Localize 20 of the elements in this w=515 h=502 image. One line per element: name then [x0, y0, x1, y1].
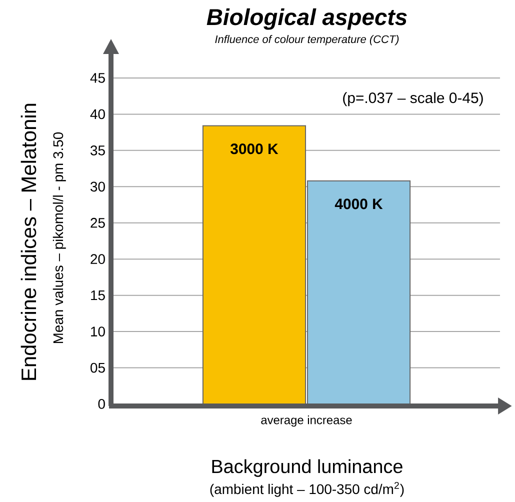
y-tick-label: 40	[90, 109, 105, 120]
x-tick-label: average increase	[261, 415, 352, 427]
y-tick-label: 30	[90, 182, 105, 192]
series-label: 4000 K	[334, 198, 383, 210]
chart-title: Biological aspects	[206, 8, 407, 30]
chart-subtitle: Influence of colour temperature (CCT)	[215, 35, 399, 46]
x-axis-title: Background luminance	[212, 459, 402, 477]
y-tick-label: 25	[90, 218, 105, 228]
y-tick-label: 15	[91, 290, 105, 300]
text: Mean values – pikomol/l - pm 3.50	[52, 132, 66, 344]
series-label: 3000 K	[230, 144, 278, 154]
y-axis-title: Endocrine indices – Melatonin	[20, 104, 36, 380]
y-tick-label: 05	[90, 362, 105, 373]
y-tick-label: 35	[90, 145, 105, 156]
text: (ambient light – 100-350 cd/m$^{2}$)	[210, 482, 404, 497]
y-tick-label: 20	[90, 254, 105, 264]
y-tick-label: 0	[98, 399, 105, 409]
annotation: (p=.037 – scale 0-45)	[343, 92, 483, 106]
y-tick-label: 45	[90, 73, 105, 83]
y-tick-label: 10	[91, 326, 105, 336]
